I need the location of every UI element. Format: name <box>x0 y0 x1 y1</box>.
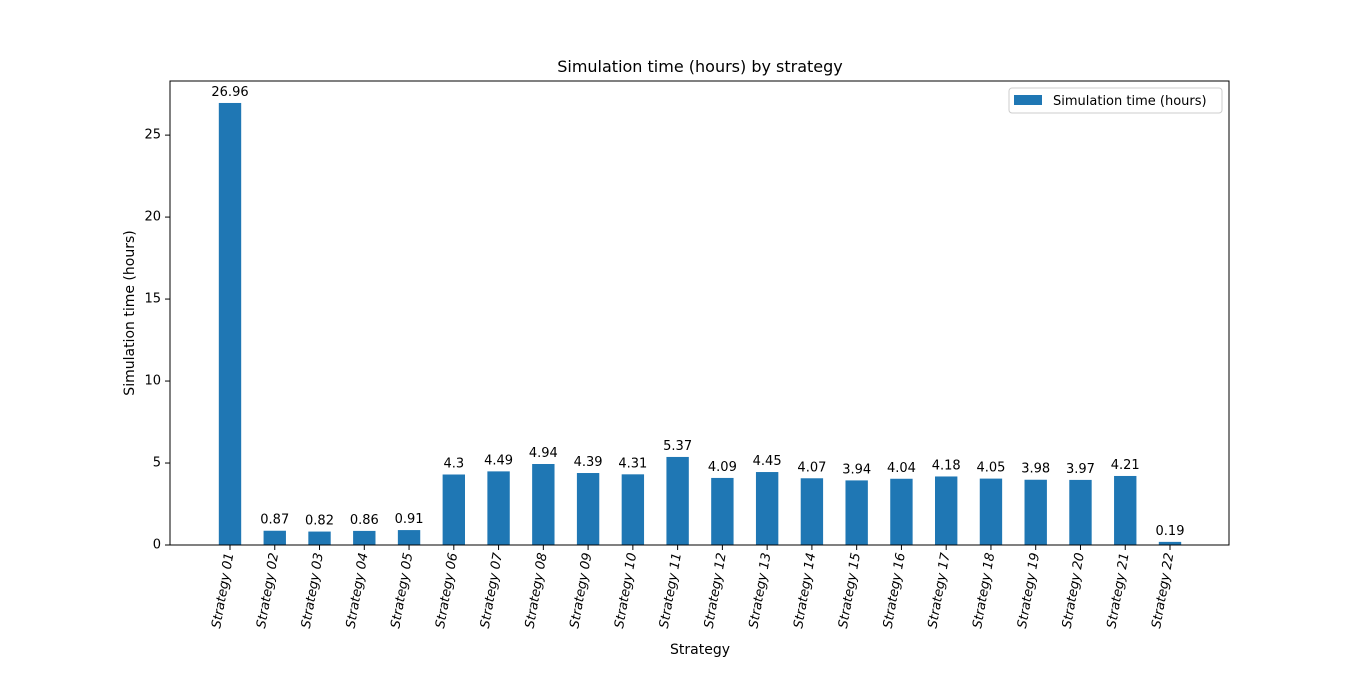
bar <box>800 478 824 545</box>
x-tick-label: Strategy 17 <box>926 551 954 630</box>
x-tick-label: Strategy 03 <box>299 552 327 630</box>
x-tick-label: Strategy 15 <box>836 552 864 630</box>
x-tick-label: Strategy 04 <box>344 552 372 630</box>
plot-frame <box>169 80 1230 546</box>
legend-swatch <box>1014 95 1042 105</box>
bar <box>935 476 958 545</box>
x-tick-label: Strategy 18 <box>970 552 998 630</box>
bar-value-label: 4.39 <box>574 455 603 470</box>
x-axis-ticks: Strategy 01 Strategy 02 Strategy 03 Strateg… <box>209 545 1177 630</box>
bar <box>979 478 1003 545</box>
bars-group <box>218 102 1182 545</box>
y-tick-label: 10 <box>144 374 161 389</box>
bar-value-label: 0.86 <box>350 513 379 528</box>
bar-value-label: 0.91 <box>395 512 424 527</box>
bar <box>755 472 779 545</box>
bar <box>308 531 331 545</box>
bar-value-label: 4.94 <box>529 446 558 461</box>
bar <box>397 530 421 545</box>
bar-value-label: 4.07 <box>797 460 826 475</box>
bar-value-label: 4.09 <box>708 460 737 475</box>
bar-value-label: 4.3 <box>443 457 464 472</box>
x-tick-label: Strategy 07 <box>478 551 506 630</box>
y-tick-label: 20 <box>144 210 161 225</box>
bar <box>487 471 510 545</box>
bar-value-label: 0.82 <box>305 514 334 529</box>
chart-title: Simulation time (hours) by strategy <box>557 57 843 76</box>
bar-value-label: 4.49 <box>484 453 513 468</box>
bar-value-label: 0.87 <box>260 513 289 528</box>
bar-value-label: 3.94 <box>842 462 871 477</box>
bar-value-label: 4.04 <box>887 461 916 476</box>
x-tick-label: Strategy 16 <box>881 552 909 630</box>
x-tick-label: Strategy 08 <box>523 552 551 630</box>
y-tick-label: 25 <box>144 128 161 143</box>
bar-value-label: 4.18 <box>932 458 961 473</box>
y-tick-label: 5 <box>153 456 161 471</box>
x-tick-label: Strategy 05 <box>388 552 416 630</box>
legend: Simulation time (hours) <box>1008 87 1223 114</box>
bar-value-label: 0.19 <box>1156 524 1185 539</box>
bar <box>711 477 734 545</box>
bar <box>1069 479 1092 545</box>
bar-value-label: 3.97 <box>1066 462 1095 477</box>
bar <box>576 473 600 545</box>
legend-box <box>1008 87 1223 114</box>
bar <box>621 474 645 545</box>
bar <box>845 480 868 545</box>
y-axis-label: Simulation time (hours) <box>122 230 138 395</box>
bar <box>532 464 555 545</box>
bar-value-label: 4.21 <box>1111 458 1140 473</box>
legend-entry: Simulation time (hours) <box>1053 94 1207 109</box>
x-tick-label: Strategy 02 <box>254 552 282 630</box>
bar <box>1024 479 1047 545</box>
bar <box>263 530 286 545</box>
bar <box>218 102 242 545</box>
x-tick-label: Strategy 01 <box>209 552 237 630</box>
bar-value-label: 4.31 <box>618 456 647 471</box>
bar <box>442 474 465 545</box>
x-tick-label: Strategy 21 <box>1105 552 1133 630</box>
x-tick-label: Strategy 06 <box>433 552 461 630</box>
y-axis-ticks: 0 5 10 15 20 25 <box>144 128 170 553</box>
x-tick-label: Strategy 19 <box>1015 552 1043 630</box>
x-tick-label: Strategy 11 <box>657 552 685 630</box>
x-axis-label: Strategy <box>670 642 730 658</box>
y-tick-label: 0 <box>153 538 161 553</box>
y-tick-label: 15 <box>144 292 161 307</box>
bar <box>353 530 376 545</box>
bar <box>666 456 689 545</box>
bar <box>1158 541 1182 545</box>
x-tick-label: Strategy 22 <box>1149 552 1177 630</box>
bar <box>890 478 913 545</box>
bar-value-label: 5.37 <box>663 439 692 454</box>
x-tick-label: Strategy 20 <box>1060 552 1088 630</box>
x-tick-label: Strategy 10 <box>612 552 640 630</box>
bar-value-label: 26.96 <box>211 85 248 100</box>
x-tick-label: Strategy 09 <box>567 552 595 630</box>
x-tick-label: Strategy 13 <box>746 552 774 630</box>
bar <box>1114 475 1137 545</box>
bar-value-label: 4.45 <box>753 454 782 469</box>
bar-value-label: 4.05 <box>976 461 1005 476</box>
x-tick-label: Strategy 14 <box>791 552 819 630</box>
data-labels-group: 26.96 0.87 0.82 0.86 0.91 4.3 4.49 4.94 4.39 4.31… <box>211 85 1184 539</box>
bar-value-label: 3.98 <box>1021 462 1050 477</box>
x-tick-label: Strategy 12 <box>702 552 730 630</box>
